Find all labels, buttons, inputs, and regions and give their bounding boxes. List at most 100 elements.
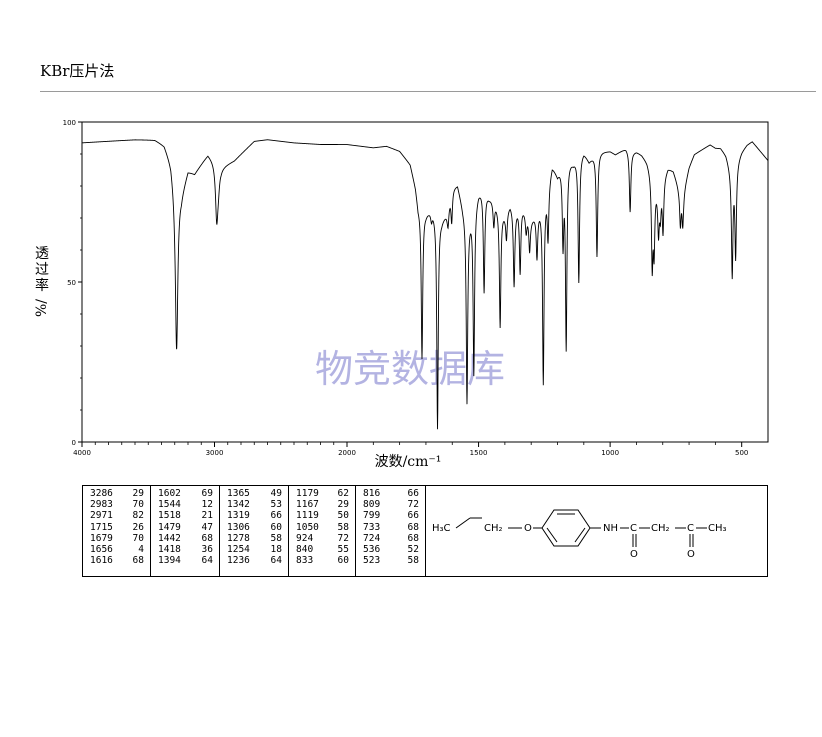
x-tick-label: 2000 [338,449,356,457]
peak-point [680,224,681,225]
peak-transmittance: 18 [270,544,282,556]
peak-transmittance: 49 [270,488,282,499]
peak-row: 1179 62 [289,488,355,499]
peak-transmittance: 58 [407,555,419,567]
peak-row: 1306 60 [220,522,288,533]
peak-row: 1715 26 [83,522,150,533]
peak-row: 833 60 [289,555,355,566]
peak-transmittance: 69 [201,488,213,499]
peak-wavenumber: 1319 [227,510,250,522]
atom-o2: O [687,549,695,560]
peak-point [652,265,653,266]
peak-row: 724 68 [356,533,425,544]
peak-row: 1167 29 [289,499,355,510]
peak-point [658,230,659,231]
peak-transmittance: 64 [270,555,282,567]
peak-column: 816 66 809 72 799 66 733 68 724 68 536 52 523 58 [356,486,426,576]
peak-row: 1656 4 [83,544,150,555]
y-tick-label: 50 [67,279,76,287]
peak-column: 1602 69 1544 12 1518 21 1479 47 1442 68 1418 36 1394… [151,486,220,576]
plot-frame [81,121,769,443]
x-axis-label: 波数/cm⁻¹ [375,454,442,470]
peak-point [473,374,474,375]
atom-ch2-b: CH₂ [651,523,670,534]
peak-point [176,349,177,350]
peak-wavenumber: 1544 [158,499,181,511]
atom-ch2: CH₂ [484,523,503,534]
peak-column: 3286 29 2983 70 2971 82 1715 26 1679 70 1656 4 1616 6… [83,486,151,576]
peak-row: 1544 12 [151,499,219,510]
peak-row: 1254 18 [220,544,288,555]
peak-wavenumber: 1278 [227,532,250,544]
peak-wavenumber: 2983 [90,499,113,511]
peak-transmittance: 26 [132,521,144,533]
peak-row: 1236 64 [220,555,288,566]
peak-transmittance: 68 [407,521,419,533]
peak-row: 1394 64 [151,555,219,566]
peak-row: 1365 49 [220,488,288,499]
peak-transmittance: 58 [337,521,349,533]
structure-panel: H₃C CH₂ O NH C O CH₂ C O [426,486,767,576]
peak-transmittance: 72 [337,532,349,544]
peak-wavenumber: 1442 [158,532,181,544]
peak-point [536,256,537,257]
peak-transmittance: 70 [132,532,144,544]
peak-wavenumber: 1306 [227,521,250,533]
peak-transmittance: 66 [270,510,282,522]
x-tick-label: 1500 [470,449,488,457]
peak-row: 1342 53 [220,499,288,510]
y-axis-label-char: 过 [35,262,49,278]
peak-point [660,211,661,212]
peak-transmittance: 68 [201,532,213,544]
peak-transmittance: 53 [270,499,282,511]
peak-point [421,358,422,359]
peak-row: 799 66 [356,510,425,521]
y-tick-label: 0 [72,439,76,447]
peak-row: 809 72 [356,499,425,510]
peak-wavenumber: 1167 [296,499,319,511]
peak-column: 1365 49 1342 53 1319 66 1306 60 1278 58 1254 18 1236… [220,486,289,576]
chemical-structure: H₃C CH₂ O NH C O CH₂ C O [432,509,727,560]
peak-point [547,237,548,238]
peak-transmittance: 55 [337,544,349,556]
peak-transmittance: 60 [270,521,282,533]
peak-point [662,230,663,231]
atom-c1: C [630,523,637,534]
peak-transmittance: 66 [407,510,419,522]
peak-wavenumber: 1616 [90,555,113,567]
peak-wavenumber: 2971 [90,510,113,522]
peak-transmittance: 47 [201,521,213,533]
peak-row: 1442 68 [151,533,219,544]
peak-point [566,349,567,350]
peak-wavenumber: 1365 [227,488,250,499]
peak-point [526,230,527,231]
peak-wavenumber: 1236 [227,555,250,567]
peak-wavenumber: 840 [296,544,314,556]
peak-wavenumber: 523 [363,555,381,567]
x-tick-label: 3000 [206,449,224,457]
peak-point [735,256,736,257]
peak-point [437,429,438,430]
peak-transmittance: 52 [407,544,419,556]
peak-wavenumber: 1342 [227,499,250,511]
peak-transmittance: 70 [132,499,144,511]
peak-row: 1050 58 [289,522,355,533]
peak-row: 1602 69 [151,488,219,499]
peak-row: 3286 29 [83,488,150,499]
method-label: KBr压片法 [40,62,115,80]
atom-o1: O [630,549,638,560]
peak-wavenumber: 1050 [296,521,319,533]
peak-point [500,326,501,327]
peak-point [653,249,654,250]
peak-point [493,224,494,225]
peak-row: 1278 58 [220,533,288,544]
peak-point [216,217,217,218]
peak-wavenumber: 1119 [296,510,319,522]
peak-transmittance: 4 [138,544,144,556]
peak-wavenumber: 3286 [90,488,113,499]
peak-transmittance: 82 [132,510,144,522]
peak-point [529,249,530,250]
header-divider [40,91,816,92]
peak-transmittance: 60 [337,555,349,567]
peak-row: 733 68 [356,522,425,533]
